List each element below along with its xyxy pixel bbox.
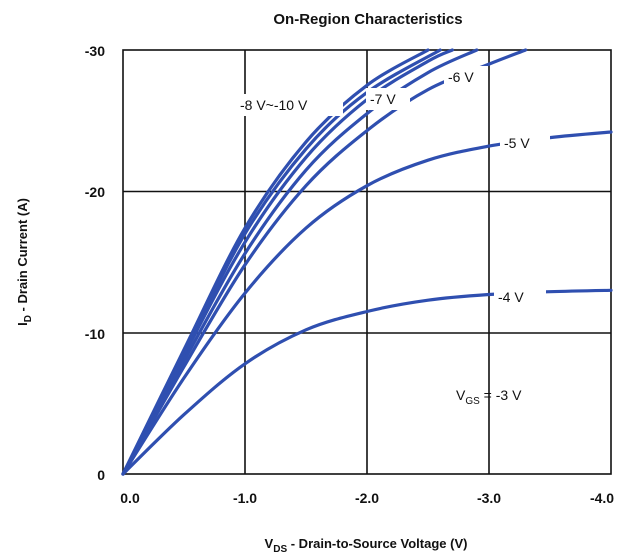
y-tick-label: 0 (97, 467, 105, 483)
label-mask-v5 (500, 132, 550, 154)
x-axis-label: VDS - Drain-to-Source Voltage (V) (265, 536, 468, 555)
x-tick-labels: 0.0 -1.0 -2.0 -3.0 -4.0 (120, 490, 614, 506)
label-mask-v6 (444, 66, 488, 88)
x-tick-label: -3.0 (477, 490, 501, 506)
label-mask-group (236, 94, 343, 116)
x-tick-label: -4.0 (590, 490, 614, 506)
x-tick-label: 0.0 (120, 490, 140, 506)
label-4v: -4 V (498, 289, 524, 305)
plot-frame (122, 49, 612, 475)
y-tick-labels: 0 -10 -20 -30 (85, 43, 105, 483)
label-7v: -7 V (370, 91, 396, 107)
y-tick-label: -30 (85, 43, 105, 59)
x-tick-label: -1.0 (233, 490, 257, 506)
label-8-to-10v: -8 V~-10 V (240, 97, 308, 113)
series-line-3 (121, 48, 479, 476)
y-axis-label: ID - Drain Current (A) (15, 198, 34, 326)
label-5v: -5 V (504, 135, 530, 151)
x-tick-label: -2.0 (355, 490, 379, 506)
curve-labels: -8 V~-10 V -7 V -6 V -5 V -4 V VGS = -3 … (240, 69, 530, 407)
y-tick-label: -20 (85, 184, 105, 200)
series-line-2 (121, 48, 454, 476)
label-mask-v7 (366, 88, 410, 110)
label-6v: -6 V (448, 69, 474, 85)
y-tick-label: -10 (85, 326, 105, 342)
label-mask-v4 (494, 286, 546, 308)
chart-title: On-Region Characteristics (273, 11, 462, 28)
label-vgs-3v: VGS = -3 V (456, 387, 522, 407)
